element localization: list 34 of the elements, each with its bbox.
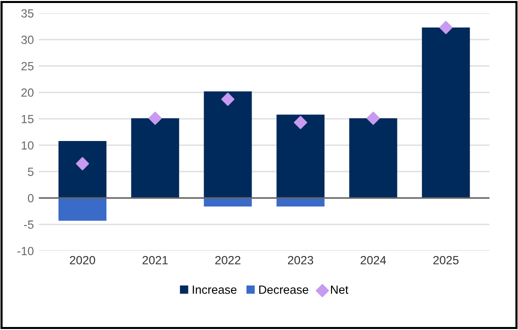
bar [349,118,398,198]
x-tick-label: 2023 [288,256,314,264]
x-tick-label: 2022 [215,256,240,264]
bar [204,198,252,206]
bar [276,114,325,198]
legend-label: Increase [192,286,237,294]
y-tick-label: 5 [28,168,34,176]
point [221,92,234,106]
bar [58,140,106,198]
y-tick-label: 25 [21,62,34,70]
point [148,112,162,125]
y-tick-label: -10 [17,246,34,256]
y-tick-label: 20 [21,88,34,97]
point [439,20,452,34]
x-tick-label: 2021 [142,256,168,264]
point [366,112,380,125]
bar [276,198,325,206]
bar [204,91,252,198]
x-tick-label: 2020 [70,256,96,264]
bar [422,27,470,198]
legend-label: Decrease [259,286,308,294]
bar [131,118,180,198]
x-tick-label: 2025 [433,256,459,264]
y-tick-label: 35 [21,9,34,18]
y-tick-label: 10 [22,141,34,150]
legend-label: Net [331,286,348,294]
point [76,157,90,170]
x-tick-label: 2024 [360,256,386,264]
y-tick-label: 30 [21,36,34,44]
bar [58,198,106,221]
y-tick-label: -5 [24,220,34,229]
point [294,116,308,130]
y-tick-label: 15 [22,114,34,124]
y-tick-label: 0 [28,194,34,202]
